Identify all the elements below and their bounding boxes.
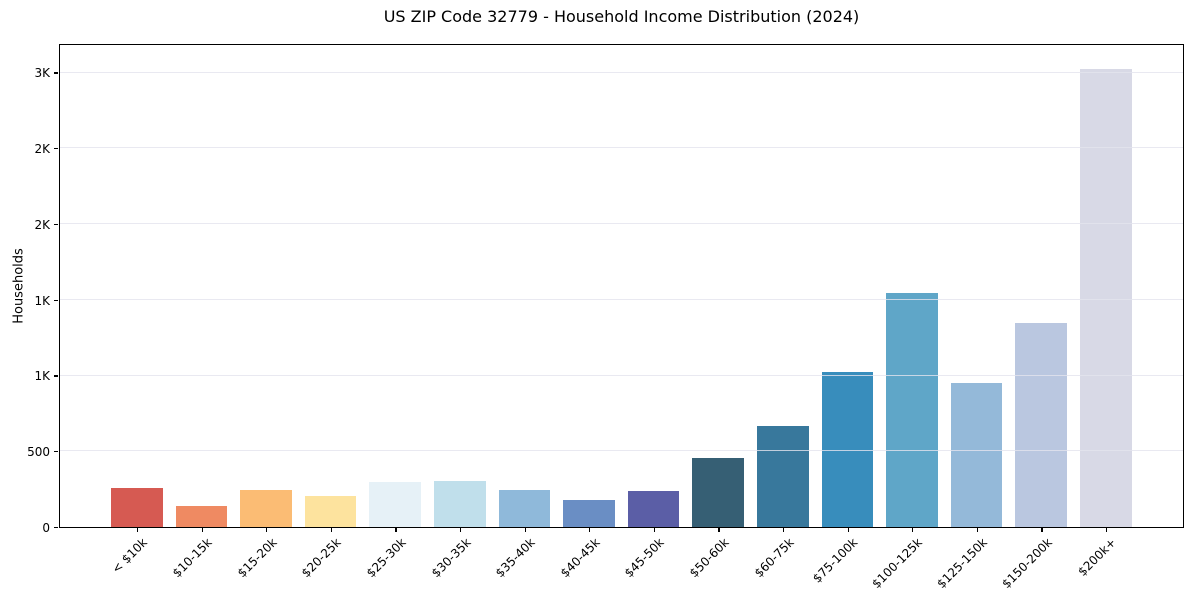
bar-$150-200k bbox=[1015, 322, 1067, 527]
x-tick-label: < $10k bbox=[109, 535, 151, 577]
gridline-500 bbox=[60, 450, 1183, 452]
y-tick-label: 500 bbox=[27, 445, 50, 460]
bar-$75-100k bbox=[821, 371, 874, 527]
x-tick-mark bbox=[524, 528, 526, 532]
x-tick-label: $100-125k bbox=[869, 535, 926, 590]
bar-$60-75k bbox=[756, 425, 809, 527]
x-tick-mark bbox=[460, 528, 462, 532]
y-tick-mark bbox=[54, 72, 58, 74]
y-tick-mark bbox=[54, 299, 58, 301]
gridline-2500 bbox=[60, 147, 1183, 149]
bar-$35-40k bbox=[498, 490, 551, 527]
gridline-2000 bbox=[60, 223, 1183, 225]
y-axis-label: Households bbox=[11, 248, 27, 324]
bar-$15-20k bbox=[240, 489, 292, 527]
y-tick-mark bbox=[54, 526, 58, 528]
bar-$45-50k bbox=[627, 491, 680, 527]
x-tick-mark bbox=[912, 528, 914, 532]
x-tick-label: $25-30k bbox=[363, 535, 409, 581]
bar-$40-45k bbox=[563, 500, 615, 527]
x-tick-mark bbox=[782, 528, 785, 532]
bar-$20-25k bbox=[304, 495, 357, 527]
gridline-1500 bbox=[60, 298, 1183, 300]
y-tick-mark bbox=[54, 148, 58, 150]
x-tick-mark bbox=[847, 528, 849, 532]
bar-$50-60k bbox=[692, 458, 745, 527]
x-tick-label: $10-15k bbox=[169, 535, 215, 581]
bar-$100-125k bbox=[886, 293, 938, 527]
y-tick-mark bbox=[54, 375, 58, 377]
x-tick-mark bbox=[976, 528, 978, 532]
y-tick-mark bbox=[54, 451, 58, 453]
bar-$10-15k bbox=[175, 506, 228, 527]
x-tick-mark bbox=[1105, 528, 1108, 532]
y-tick-label: 1K bbox=[34, 369, 50, 384]
x-tick-mark bbox=[137, 528, 139, 532]
plot-area bbox=[59, 44, 1184, 528]
x-tick-label: $50-60k bbox=[686, 535, 732, 581]
x-tick-label: $60-75k bbox=[751, 535, 797, 581]
gridline-1000 bbox=[60, 374, 1183, 376]
y-tick-mark bbox=[54, 223, 58, 226]
y-tick-label: 0 bbox=[42, 520, 50, 535]
x-tick-label: $150-200k bbox=[998, 535, 1055, 590]
x-tick-label: $15-20k bbox=[234, 535, 280, 581]
y-tick-label: 3K bbox=[34, 66, 50, 81]
x-tick-mark bbox=[395, 528, 397, 532]
x-tick-mark bbox=[718, 528, 720, 532]
x-tick-mark bbox=[653, 528, 655, 532]
y-tick-label: 1K bbox=[34, 293, 50, 308]
x-tick-mark bbox=[330, 528, 333, 532]
y-tick-label: 2K bbox=[34, 142, 50, 157]
x-tick-label: $75-100k bbox=[810, 535, 861, 586]
chart-title: US ZIP Code 32779 - Household Income Dis… bbox=[383, 7, 860, 26]
x-tick-label: $20-25k bbox=[299, 535, 345, 581]
x-tick-mark bbox=[266, 528, 268, 532]
x-tick-label: $45-50k bbox=[622, 535, 667, 581]
x-tick-label: $35-40k bbox=[492, 535, 538, 581]
x-tick-label: $200k+ bbox=[1075, 535, 1120, 579]
bar-$125-150k bbox=[950, 383, 1003, 527]
bar-< $10k bbox=[111, 488, 163, 527]
bar-$30-35k bbox=[433, 481, 486, 527]
x-tick-label: $30-35k bbox=[428, 535, 474, 581]
x-tick-mark bbox=[1041, 528, 1043, 532]
y-tick-label: 2K bbox=[34, 217, 50, 232]
x-tick-mark bbox=[589, 528, 591, 532]
x-tick-mark bbox=[201, 528, 203, 532]
x-tick-label: $125-150k bbox=[934, 535, 990, 590]
gridline-3000 bbox=[60, 71, 1183, 73]
bar-$25-30k bbox=[369, 481, 422, 527]
x-tick-label: $40-45k bbox=[557, 535, 603, 581]
